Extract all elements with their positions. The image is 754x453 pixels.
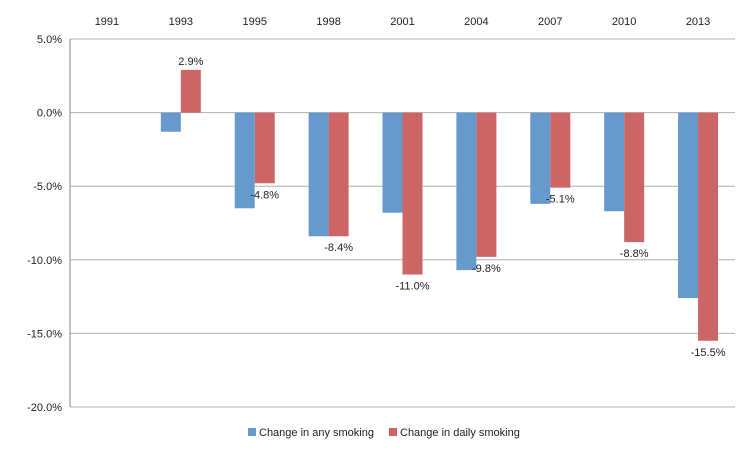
bar-any-smoking (530, 112, 551, 204)
category-label: 1993 (169, 16, 193, 28)
legend-swatch (248, 428, 256, 436)
category-label: 1991 (95, 16, 119, 28)
data-label: 2.9% (178, 56, 203, 68)
bar-daily-smoking (254, 112, 275, 184)
y-tick-label: 0.0% (37, 108, 62, 120)
bar-daily-smoking (328, 112, 349, 237)
data-label: -15.5% (691, 347, 726, 359)
legend-swatch (389, 428, 397, 436)
category-label: 2001 (390, 16, 414, 28)
bar-daily-smoking (180, 69, 201, 113)
bar-any-smoking (604, 112, 625, 212)
data-label: -8.4% (324, 242, 353, 254)
category-label: 2010 (612, 16, 636, 28)
data-label: -5.1% (546, 194, 575, 206)
legend-label: Change in any smoking (259, 427, 374, 439)
data-label: -8.8% (620, 248, 649, 260)
bars (160, 69, 719, 341)
y-tick-label: -10.0% (27, 255, 62, 267)
category-label: 2004 (464, 16, 488, 28)
bar-any-smoking (160, 112, 181, 132)
bar-any-smoking (234, 112, 255, 209)
legend: Change in any smoking Change in daily smo… (248, 427, 520, 439)
legend-label: Change in daily smoking (400, 427, 520, 439)
category-label: 2013 (686, 16, 710, 28)
bar-any-smoking (308, 112, 329, 237)
bar-any-smoking (382, 112, 403, 213)
data-label: -11.0% (395, 281, 429, 293)
bar-daily-smoking (402, 112, 423, 275)
y-tick-label: -5.0% (33, 181, 62, 193)
bar-daily-smoking (476, 112, 497, 257)
data-label: -9.8% (472, 263, 501, 275)
category-label: 2007 (538, 16, 562, 28)
data-label: -4.8% (250, 189, 279, 201)
axes: 5.0% 0.0% -5.0% -10.0% -15.0% -20.0% 1991 1993 1… (27, 16, 710, 414)
bar-daily-smoking (624, 112, 645, 243)
bar-daily-smoking (550, 112, 571, 188)
bar-daily-smoking (698, 112, 719, 341)
data-labels: 2.9% -4.8% -8.4% -11.0% -9.8% -5.1% -8.8% -15.5… (178, 56, 725, 359)
bar-any-smoking (678, 112, 699, 299)
y-tick-label: -20.0% (27, 402, 62, 414)
category-label: 1998 (316, 16, 340, 28)
y-tick-label: -15.0% (27, 328, 62, 340)
y-tick-label: 5.0% (37, 34, 62, 46)
bar-any-smoking (456, 112, 477, 271)
category-label: 1995 (242, 16, 266, 28)
